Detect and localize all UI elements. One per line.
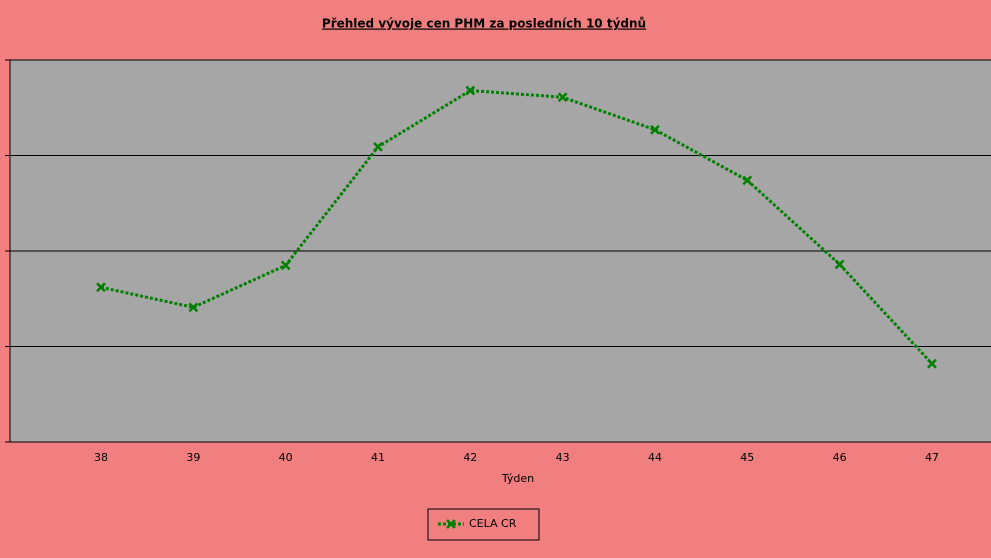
- x-tick-label: 39: [186, 451, 200, 464]
- x-tick-label: 41: [371, 451, 385, 464]
- legend: [427, 508, 540, 541]
- data-point: [557, 92, 568, 103]
- data-point: [373, 142, 383, 152]
- x-tick-label: 38: [94, 451, 108, 464]
- series-line: [100, 89, 934, 365]
- data-point: [742, 175, 753, 186]
- x-tick-label: 40: [279, 451, 293, 464]
- legend-label: CELA CR: [469, 517, 517, 530]
- data-point: [188, 302, 199, 313]
- x-axis-label: Týden: [501, 472, 534, 485]
- data-point: [834, 259, 845, 270]
- x-tick-label: 46: [833, 451, 847, 464]
- x-tick-label: 45: [740, 451, 754, 464]
- x-tick-label: 43: [556, 451, 570, 464]
- data-point: [927, 358, 937, 369]
- x-tick-label: 42: [463, 451, 477, 464]
- legend-marker: [446, 519, 456, 529]
- chart-title: Přehled vývoje cen PHM za posledních 10 …: [322, 17, 646, 31]
- data-point: [96, 282, 106, 293]
- data-point: [650, 124, 660, 135]
- x-tick-label: 44: [648, 451, 662, 464]
- x-tick-label: 47: [925, 451, 939, 464]
- data-point: [465, 85, 476, 96]
- data-point: [280, 260, 291, 271]
